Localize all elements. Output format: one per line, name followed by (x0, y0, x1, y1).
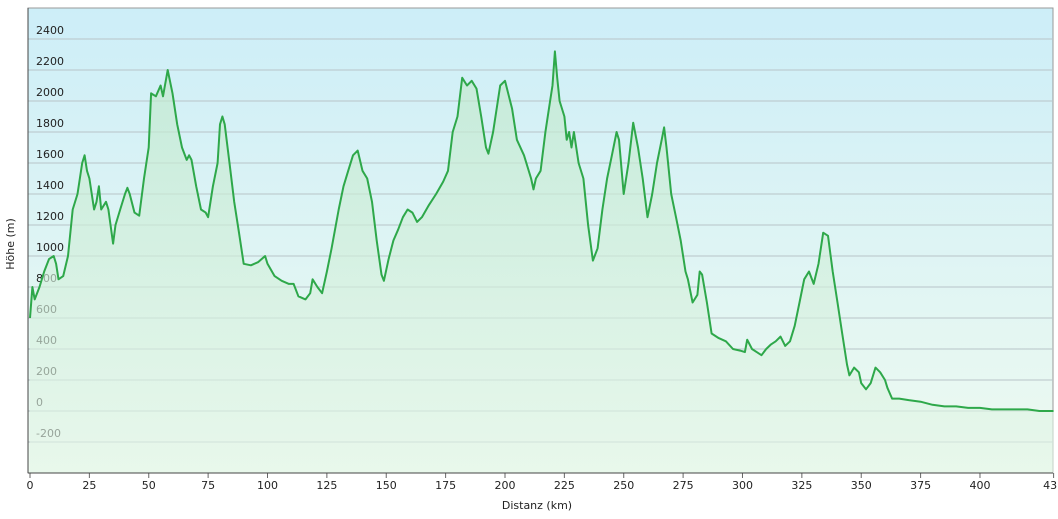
y-axis-label: Höhe (m) (4, 218, 17, 270)
x-tick-label: 275 (673, 479, 694, 492)
y-tick-label: 2200 (36, 55, 64, 68)
x-tick-label: 175 (435, 479, 456, 492)
x-tick-label: 431 (1043, 479, 1058, 492)
x-tick-label: 0 (27, 479, 34, 492)
x-tick-label: 300 (732, 479, 753, 492)
x-tick-label: 25 (82, 479, 96, 492)
x-tick-label: 325 (791, 479, 812, 492)
x-tick-label: 350 (851, 479, 872, 492)
x-tick-label: 225 (554, 479, 575, 492)
y-tick-label: 2000 (36, 86, 64, 99)
x-tick-label: 375 (910, 479, 931, 492)
elevation-line (29, 50, 1054, 412)
x-tick-label: 50 (142, 479, 156, 492)
x-tick-label: 125 (316, 479, 337, 492)
x-axis-label: Distanz (km) (502, 499, 572, 512)
x-tick-label: 150 (376, 479, 397, 492)
y-tick-label: 1200 (36, 210, 64, 223)
y-tick-label: 1000 (36, 241, 64, 254)
x-tick-label: 250 (613, 479, 634, 492)
x-tick-label: 400 (969, 479, 990, 492)
area-fill (30, 51, 1054, 474)
x-tick-label: 100 (257, 479, 278, 492)
x-tick-label: 200 (494, 479, 515, 492)
y-tick-label: 1800 (36, 117, 64, 130)
y-tick-label: 2400 (36, 24, 64, 37)
x-tick-label: 75 (201, 479, 215, 492)
y-tick-label: 1600 (36, 148, 64, 161)
y-tick-label: 1400 (36, 179, 64, 192)
